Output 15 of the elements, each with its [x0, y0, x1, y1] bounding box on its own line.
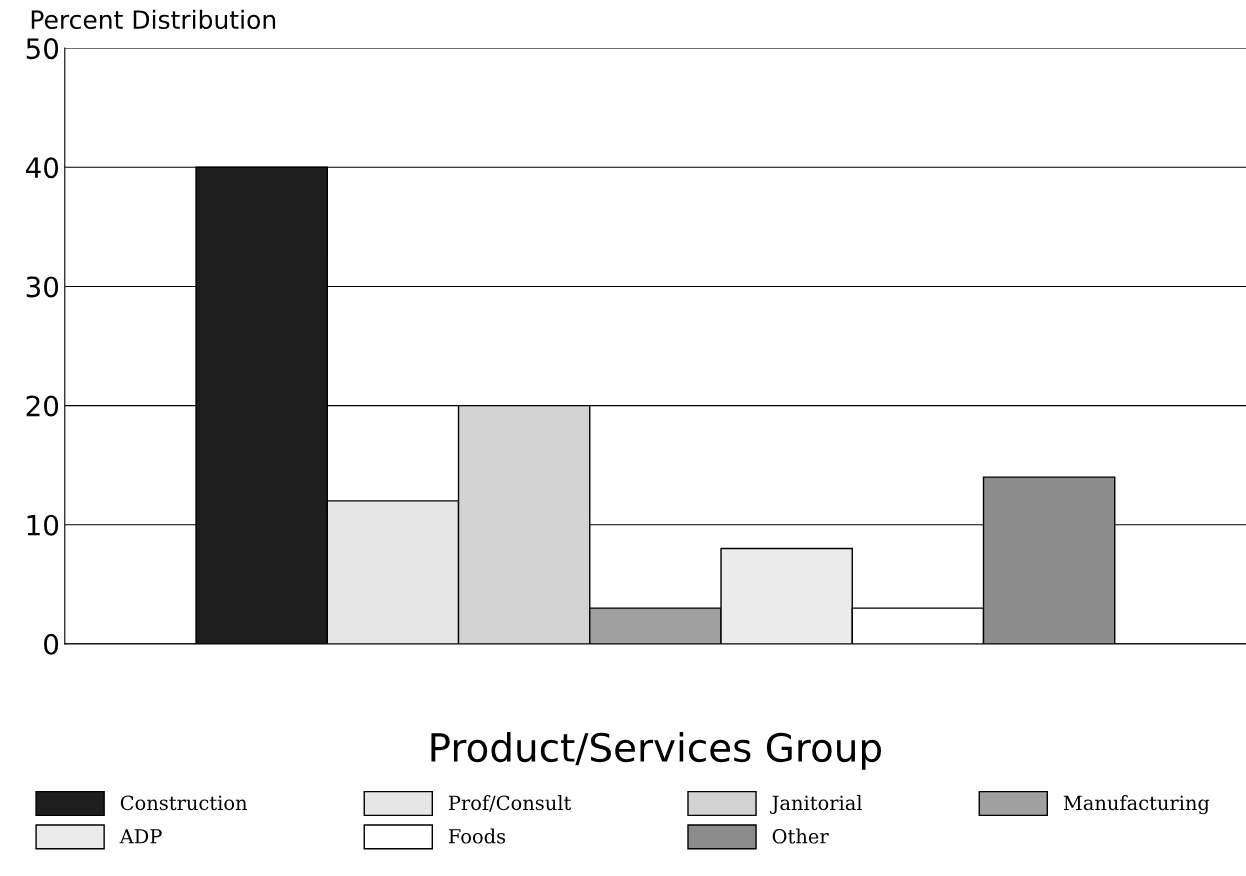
x-axis-title: Product/Services Group	[431, 732, 881, 770]
y-tick-label: 10	[27, 514, 59, 536]
legend-label: Prof/Consult	[448, 795, 572, 812]
y-tick-label: 0	[44, 633, 59, 655]
y-tick-label: 40	[25, 157, 59, 179]
legend-label: Janitorial	[769, 795, 862, 814]
legend-label: Manufacturing	[1063, 795, 1210, 815]
y-axis-title: Percent Distribution	[31, 9, 276, 30]
legend-label: ADP	[119, 829, 162, 844]
legend-label: Construction	[120, 795, 248, 811]
y-tick-label: 50	[26, 38, 59, 60]
y-tick-label: 20	[26, 395, 59, 417]
legend-label: Foods	[448, 828, 506, 844]
legend-label: Other	[772, 828, 829, 844]
y-tick-label: 30	[26, 276, 59, 298]
